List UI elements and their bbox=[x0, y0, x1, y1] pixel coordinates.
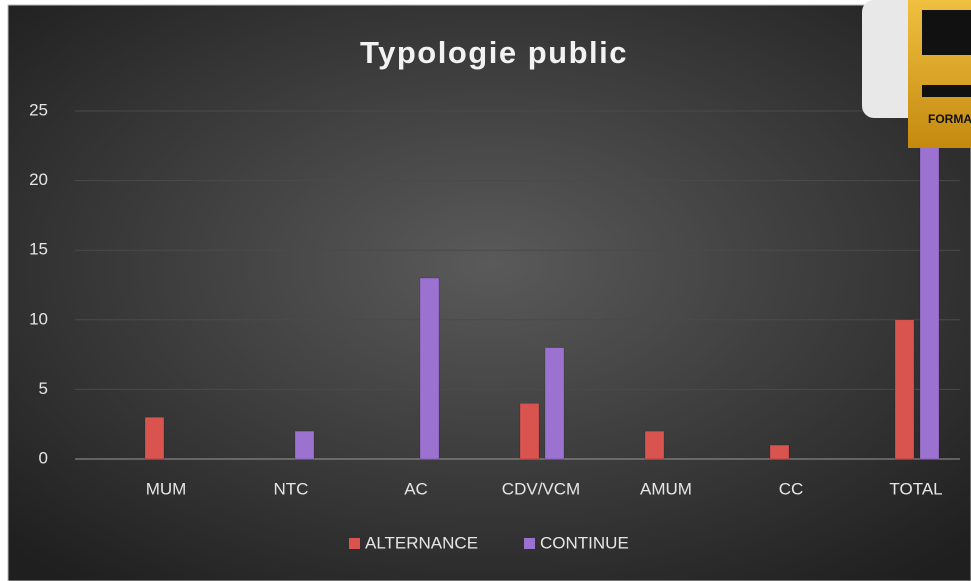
logo-glyph bbox=[922, 85, 971, 97]
bar bbox=[919, 138, 940, 460]
y-tick-label: 25 bbox=[29, 100, 48, 119]
logo: FORMA bbox=[862, 0, 971, 148]
chart-background bbox=[7, 4, 971, 581]
bar bbox=[519, 403, 540, 460]
x-tick-label: CDV/VCM bbox=[502, 479, 580, 498]
x-tick-label: NTC bbox=[274, 479, 309, 498]
y-tick-label: 0 bbox=[39, 448, 48, 467]
bar bbox=[294, 430, 315, 460]
legend-label: ALTERNANCE bbox=[365, 533, 478, 552]
y-tick-label: 20 bbox=[29, 170, 48, 189]
bar bbox=[419, 277, 440, 460]
logo-glyph bbox=[922, 10, 971, 55]
plot-area: 0 5 10 15 20 25 MUM NTC AC CDV/VCM AMUM CC TOTAL bbox=[29, 100, 960, 498]
x-tick-label: AC bbox=[404, 479, 428, 498]
bar bbox=[769, 444, 790, 460]
logo-text: FORMA bbox=[928, 112, 971, 126]
legend-swatch bbox=[524, 538, 535, 549]
x-tick-label: AMUM bbox=[640, 479, 692, 498]
y-tick-label: 10 bbox=[29, 309, 48, 328]
x-tick-label: TOTAL bbox=[889, 479, 942, 498]
bar bbox=[894, 319, 915, 460]
y-tick-label: 5 bbox=[39, 379, 48, 398]
x-tick-label: CC bbox=[779, 479, 804, 498]
legend: ALTERNANCE CONTINUE bbox=[349, 533, 629, 552]
y-tick-label: 15 bbox=[29, 240, 48, 259]
legend-label: CONTINUE bbox=[540, 533, 629, 552]
x-tick-label: MUM bbox=[146, 479, 187, 498]
bar bbox=[544, 347, 565, 460]
bar bbox=[644, 430, 665, 460]
chart-title: Typologie public bbox=[360, 35, 628, 70]
bar bbox=[144, 416, 165, 460]
legend-swatch bbox=[349, 538, 360, 549]
